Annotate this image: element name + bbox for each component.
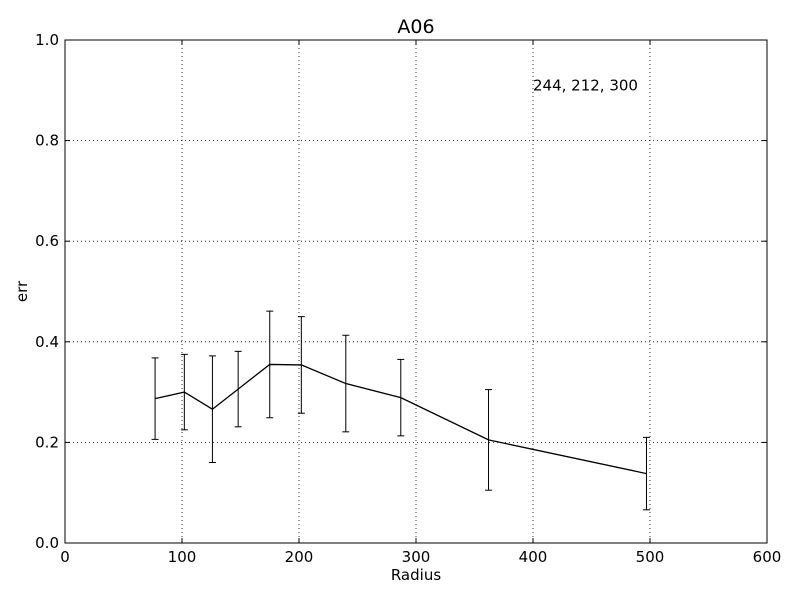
- y-tick-label: 0.0: [35, 534, 59, 552]
- x-tick-label: 600: [753, 548, 782, 566]
- chart-title: A06: [397, 16, 434, 38]
- x-tick-label: 300: [402, 548, 431, 566]
- y-tick-label: 0.8: [35, 132, 59, 150]
- x-tick-label: 100: [168, 548, 197, 566]
- error-bar: [397, 358, 405, 437]
- series-line: [154, 363, 647, 475]
- x-tick-label: 200: [285, 548, 314, 566]
- grid: [65, 40, 767, 543]
- y-axis-label: err: [13, 280, 31, 302]
- error-bar: [266, 310, 274, 419]
- y-tick-label: 0.4: [35, 333, 59, 351]
- series-layer: [151, 310, 650, 511]
- x-tick-label: 0: [60, 548, 70, 566]
- y-tick-label: 1.0: [35, 31, 59, 49]
- axes-frame: [64, 39, 768, 544]
- error-bar: [485, 389, 493, 491]
- x-axis-label: Radius: [391, 566, 441, 584]
- error-bar: [642, 436, 650, 511]
- y-tick-label: 0.6: [35, 232, 59, 250]
- error-bar: [151, 357, 159, 440]
- error-bar: [208, 355, 216, 464]
- error-bar: [297, 316, 305, 414]
- x-tick-label: 400: [519, 548, 548, 566]
- x-tick-label: 500: [636, 548, 665, 566]
- ticks: 0 100 200 300 400 500 600 0.0 0.2 0.4 0.6 0.8 1.0: [35, 31, 781, 566]
- error-bar: [234, 350, 242, 428]
- annotation: 244, 212, 300: [533, 76, 638, 94]
- y-tick-label: 0.2: [35, 433, 59, 451]
- error-bar: [342, 334, 350, 433]
- error-bar: [180, 353, 188, 431]
